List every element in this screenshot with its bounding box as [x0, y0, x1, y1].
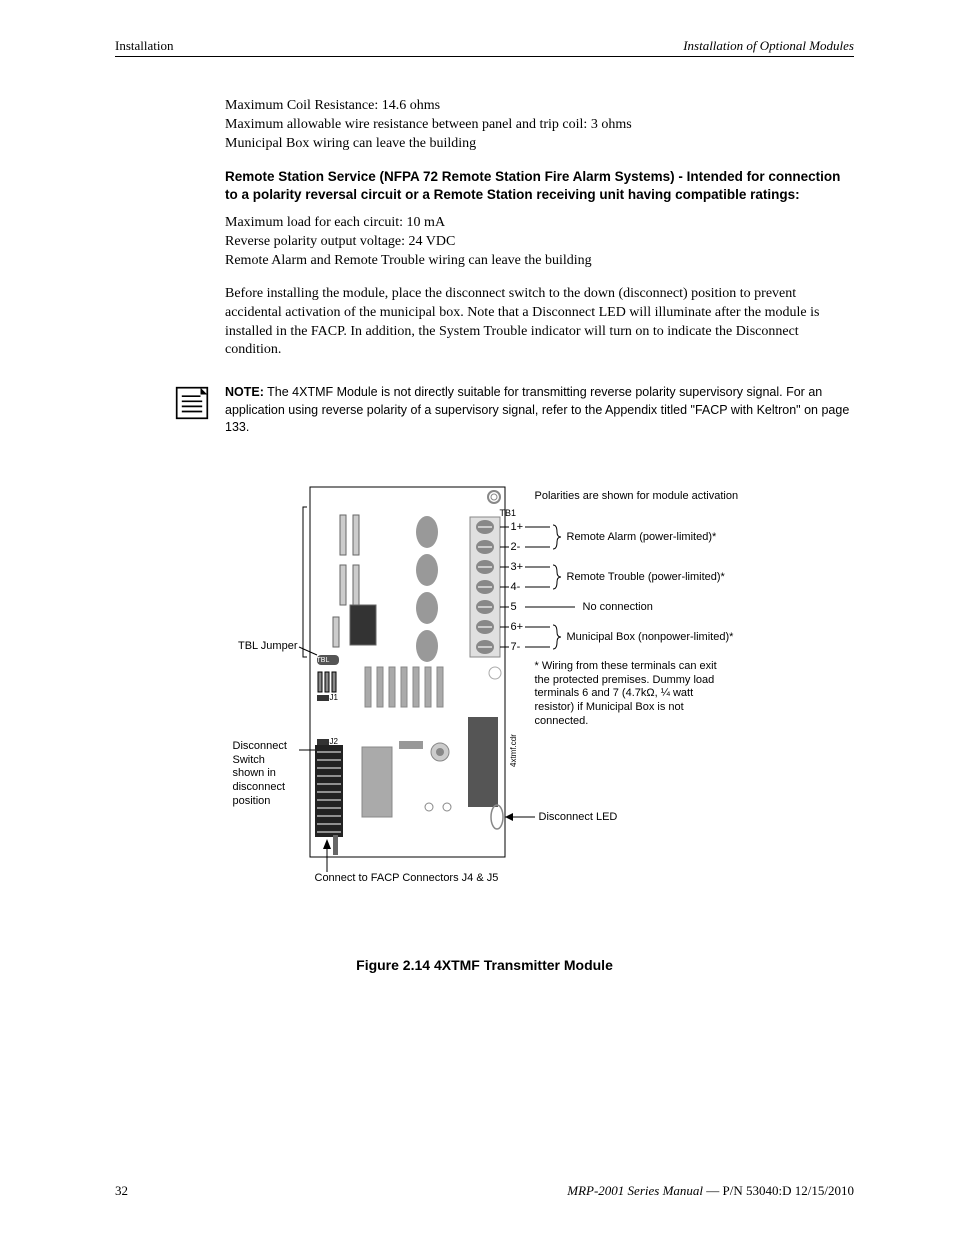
spec-line: Reverse polarity output voltage: 24 VDC — [225, 233, 854, 252]
spec-line: Remote Alarm and Remote Trouble wiring c… — [225, 252, 854, 271]
note-block: NOTE: The 4XTMF Module is not directly s… — [175, 384, 854, 437]
specs-block-2: Maximum load for each circuit: 10 mA Rev… — [225, 214, 854, 271]
page-number: 32 — [115, 1183, 128, 1199]
paragraph: Before installing the module, place the … — [225, 285, 854, 361]
specs-block-1: Maximum Coil Resistance: 14.6 ohms Maxim… — [225, 97, 854, 154]
spec-line: Municipal Box wiring can leave the build… — [225, 135, 854, 154]
cdr-label: 4xtmf.cdr — [509, 734, 519, 767]
spec-line: Maximum allowable wire resistance betwee… — [225, 116, 854, 135]
terminal-num: 6+ — [511, 621, 524, 633]
figure-caption: Figure 2.14 4XTMF Transmitter Module — [115, 957, 854, 973]
j2-label: J2 — [330, 737, 338, 747]
tbl-small-label: TBL — [317, 657, 330, 666]
terminal-num: 5 — [511, 601, 517, 613]
terminal-label: Municipal Box (nonpower-limited)* — [567, 631, 734, 645]
spec-line: Maximum load for each circuit: 10 mA — [225, 214, 854, 233]
terminal-num: 4- — [511, 581, 521, 593]
note-text: The 4XTMF Module is not directly suitabl… — [225, 385, 849, 434]
j1-label: J1 — [330, 693, 338, 703]
polarities-caption: Polarities are shown for module activati… — [535, 490, 739, 504]
spec-line: Maximum Coil Resistance: 14.6 ohms — [225, 97, 854, 116]
terminal-num: 2- — [511, 541, 521, 553]
note-label: NOTE: — [225, 385, 264, 399]
disconnect-led-label: Disconnect LED — [539, 811, 618, 825]
footer-manual: MRP-2001 Series Manual — [567, 1183, 703, 1198]
section-heading: Remote Station Service (NFPA 72 Remote S… — [225, 168, 854, 204]
disconnect-switch-label: Disconnect Switch shown in disconnect po… — [233, 740, 298, 809]
terminal-label: Remote Alarm (power-limited)* — [567, 531, 717, 545]
note-icon — [175, 386, 209, 420]
tb1-label: TB1 — [500, 508, 517, 519]
header-right: Installation of Optional Modules — [683, 38, 854, 54]
terminal-label: Remote Trouble (power-limited)* — [567, 571, 725, 585]
footer-pn: — P/N 53040:D 12/15/2010 — [703, 1183, 854, 1198]
wiring-note: * Wiring from these terminals can exit t… — [535, 660, 735, 729]
terminal-num: 7- — [511, 641, 521, 653]
connect-note: Connect to FACP Connectors J4 & J5 — [315, 872, 499, 886]
tbl-jumper-label: TBL Jumper — [233, 640, 298, 654]
terminal-label: No connection — [583, 601, 653, 615]
terminal-num: 1+ — [511, 521, 524, 533]
figure-diagram: Polarities are shown for module activati… — [205, 477, 765, 897]
terminal-num: 3+ — [511, 561, 524, 573]
header-left: Installation — [115, 38, 174, 54]
